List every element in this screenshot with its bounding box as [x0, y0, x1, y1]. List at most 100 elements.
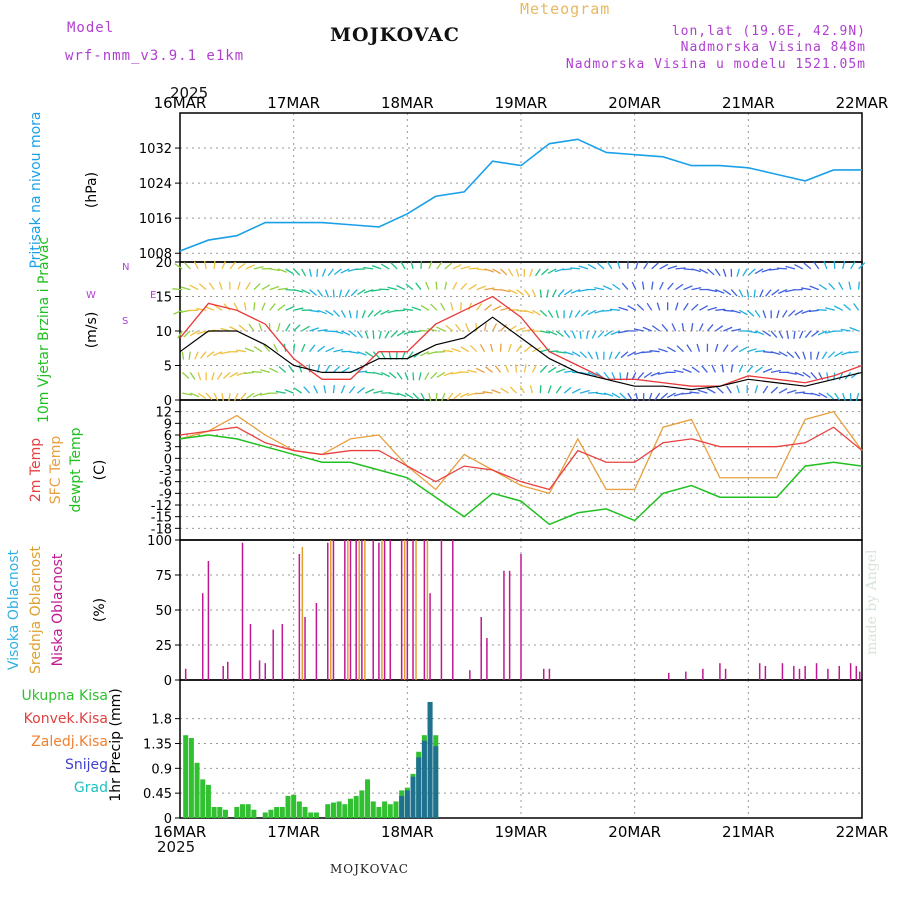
pressure-line [179, 138, 862, 252]
wind-barb [239, 392, 247, 401]
wind-barb [425, 281, 430, 290]
wind-barb [698, 323, 704, 332]
wind-barb [762, 385, 769, 394]
precip-total-bar [336, 801, 342, 818]
wind-barb [754, 309, 761, 318]
y-tick-label: 1008 [139, 247, 172, 262]
wind-barb [494, 365, 502, 373]
pressure-ylabel: Pritisak na nivou mora [28, 111, 44, 268]
wind-barb [770, 386, 779, 394]
wind-barb [396, 330, 406, 337]
precip-total-bar [353, 795, 359, 818]
date-label-bottom: 20MAR [608, 823, 661, 841]
wind-barb [301, 268, 307, 277]
precip-total-bar [376, 806, 382, 818]
wind-barb [427, 328, 438, 332]
wind-barb [233, 392, 239, 401]
wind-barb [853, 302, 860, 311]
precip-snow-bar [404, 790, 410, 818]
wind-barb [371, 265, 382, 270]
wind-barb [529, 385, 533, 394]
date-label-bottom: 19MAR [495, 823, 548, 841]
wind-barb [183, 330, 191, 338]
wind-barb [810, 371, 818, 380]
wind-barb [411, 330, 422, 334]
precip-total-bar [393, 801, 399, 818]
wind-barb [540, 330, 551, 334]
wind-barb [675, 283, 684, 291]
precip-total-bar [274, 806, 280, 818]
wind-barb [834, 392, 841, 401]
wind-barb [770, 369, 781, 374]
precip-total-bar [200, 779, 206, 818]
wind-barb [555, 330, 564, 337]
wind-barb [656, 302, 661, 311]
elevation-label: Nadmorska Visina 848m [680, 40, 866, 55]
wind-barb [508, 289, 518, 295]
wind-barb [736, 385, 740, 394]
wind-barb [269, 268, 280, 272]
wind-barb [507, 343, 512, 352]
compass-w: W [86, 290, 96, 301]
wind-barb [181, 351, 185, 360]
wind-barb [616, 260, 621, 270]
wind-barb [200, 351, 207, 359]
wind-barb [484, 268, 495, 273]
date-label-bottom: 17MAR [267, 823, 320, 841]
wind-barb [324, 364, 331, 373]
wind-barb [612, 283, 621, 291]
wind-barb [420, 392, 426, 401]
precip-legend-item: Grad [74, 780, 108, 796]
wind-barb [364, 330, 369, 339]
wind-barb [595, 392, 606, 395]
precip-total-bar [296, 801, 302, 818]
wind-barb [541, 268, 549, 276]
wind-barb [643, 261, 649, 270]
wind-barb [696, 343, 701, 352]
wind-barb [658, 348, 668, 353]
wind-barb [715, 288, 725, 294]
wind-barb [762, 368, 773, 373]
wind-barb [321, 268, 327, 277]
wind-barb [802, 351, 807, 360]
wind-barb [435, 281, 438, 290]
wind-barb [555, 385, 562, 394]
wind-barb [564, 370, 575, 374]
wind-barb [681, 322, 685, 332]
wind-barb [818, 392, 828, 399]
wind-barb [435, 393, 438, 402]
wind-barb [842, 392, 846, 402]
wind-barb [591, 330, 597, 339]
wind-barb [269, 367, 279, 373]
wind-barb [627, 305, 637, 311]
meteogram-label: Meteogram [520, 0, 611, 18]
wind-barb [490, 343, 494, 352]
wind-barb [361, 310, 366, 319]
wind-barb [484, 304, 492, 311]
wind-barb [468, 302, 473, 311]
wind-barb [332, 365, 341, 373]
wind-barb [794, 351, 801, 360]
wind-barb [778, 330, 784, 339]
wind-barb [587, 351, 594, 360]
wind-barb [253, 346, 263, 353]
wind-barb [539, 289, 542, 298]
wind-barb [285, 305, 295, 311]
precip-snow-bar [433, 746, 439, 818]
wind-barb [364, 351, 374, 358]
wind-barb [770, 330, 778, 338]
wind-barb [491, 389, 501, 394]
wind-barb [825, 307, 835, 311]
wind-barb [666, 392, 676, 399]
y-tick-label: -15 [151, 511, 172, 526]
wind-barb [412, 392, 420, 400]
wind-barb [546, 289, 549, 298]
y-tick-label: 100 [147, 534, 172, 549]
y-tick-label: 9 [164, 417, 172, 432]
wind-barb [813, 261, 820, 270]
wind-barb [794, 264, 804, 270]
wind-barb [444, 281, 448, 290]
wind-barb [395, 309, 406, 312]
wind-barb [373, 309, 382, 317]
wind-barb [650, 371, 660, 377]
